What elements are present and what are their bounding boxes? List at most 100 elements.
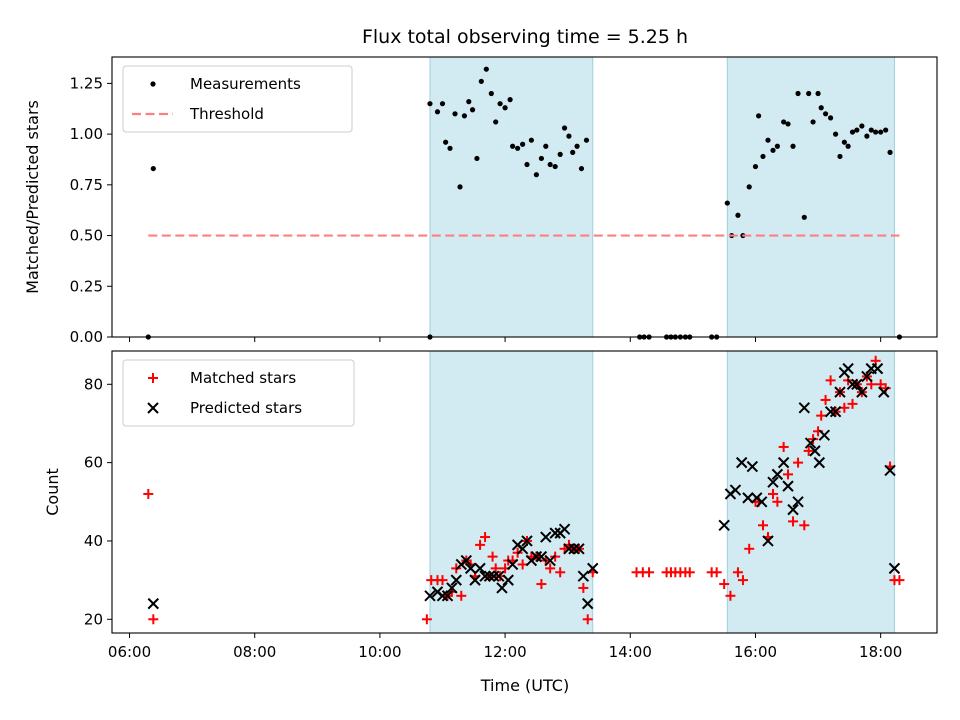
measurement-point (854, 127, 860, 133)
predicted-star-point (804, 437, 817, 449)
predicted-star-point (516, 543, 529, 555)
predicted-star-point (809, 445, 821, 457)
predicted-star-point-b (558, 523, 571, 535)
predicted-star-point (460, 554, 472, 567)
measurement-point (864, 133, 870, 139)
predicted-star-point-b (878, 386, 890, 398)
predicted-star-point-b (479, 570, 491, 582)
matched-star-point (437, 575, 448, 586)
measurement-point (765, 137, 771, 143)
matched-star-point (788, 516, 799, 527)
legend-plus-swatch (148, 373, 158, 383)
predicted-star-point-b (496, 582, 508, 594)
y-tick-label: 0.75 (70, 176, 103, 194)
predicted-star-point (746, 460, 759, 473)
predicted-star-point (502, 574, 514, 586)
measurement-point (756, 113, 762, 119)
measurement-point (735, 212, 741, 218)
measurement-point (457, 184, 463, 190)
matched-star-point (816, 410, 827, 421)
predicted-star-point-b (516, 543, 529, 555)
predicted-star-point-b (782, 480, 794, 492)
predicted-star-point (834, 386, 846, 398)
matched-star-point (732, 567, 743, 578)
matched-star-point (684, 567, 695, 578)
measurement-point (507, 97, 513, 103)
ratio-panel: 0.00 0.25 0.50 0.75 1.00 1.25 Matched/Predicte… (23, 56, 938, 346)
predicted-star-point-b (756, 496, 768, 508)
measurement-point (818, 105, 824, 111)
predicted-star-point (792, 496, 804, 508)
predicted-star-point-b (787, 503, 799, 516)
measurement-point (724, 200, 730, 206)
predicted-star-point-b (829, 406, 842, 418)
measurement-point (439, 101, 446, 107)
predicted-star-point (856, 386, 868, 398)
matched-star-point (456, 590, 467, 601)
predicted-star-point-b (577, 570, 590, 582)
measurement-point (497, 101, 503, 107)
predicted-star-point-b (563, 543, 575, 555)
predicted-star-point (718, 519, 730, 531)
y-tick-label: 0.25 (70, 277, 103, 295)
predicted-star-point (424, 590, 436, 602)
predicted-star-point-b (535, 550, 548, 563)
predicted-star-point-b (718, 519, 730, 531)
matched-star-point (545, 563, 556, 574)
predicted-star-point (540, 531, 552, 543)
measurement-point (887, 149, 893, 155)
predicted-star-point-b (842, 362, 854, 375)
measurement-point (810, 119, 816, 125)
measurement-point (478, 78, 484, 84)
measurement-point (566, 133, 572, 139)
predicted-star-point-b (861, 370, 873, 383)
x-tick-label: 10:00 (358, 643, 401, 661)
measurement-point (533, 172, 539, 178)
y-tick-label: 0.50 (70, 227, 103, 245)
matched-star-point (517, 559, 528, 570)
measurement-point (832, 131, 839, 137)
matched-star-point (475, 539, 486, 550)
predicted-star-point (521, 535, 533, 547)
measurement-point (841, 139, 847, 145)
legend-label: Measurements (190, 75, 301, 93)
y-axis-label: Matched/Predicted stars (23, 100, 42, 294)
predicted-star-point-b (729, 484, 742, 496)
observing-window-1 (727, 351, 895, 633)
predicted-star-point (888, 562, 901, 575)
predicted-star-point (884, 464, 896, 477)
predicted-star-point (441, 590, 454, 602)
predicted-star-point (798, 402, 811, 414)
predicted-star-point-b (587, 562, 599, 575)
predicted-star-point-b (436, 590, 449, 602)
predicted-star-point (506, 558, 519, 571)
predicted-star-point (729, 484, 742, 496)
measurement-point (822, 111, 829, 117)
measurement-point (474, 155, 480, 162)
predicted-star-point (861, 370, 873, 383)
matched-star-point (421, 614, 432, 625)
predicted-star-point-b (502, 574, 514, 586)
predicted-star-point-b (147, 597, 160, 610)
predicted-star-point-b (488, 570, 500, 582)
measurement-point (574, 143, 580, 149)
predicted-star-point (496, 582, 508, 594)
matched-star-point (719, 579, 730, 590)
predicted-star-point-b (834, 386, 846, 398)
matched-star-point (143, 488, 154, 499)
measurement-point (752, 163, 759, 170)
measurement-point (801, 214, 807, 220)
x-axis-label: Time (UTC) (480, 676, 569, 695)
predicted-star-point (771, 468, 784, 481)
matched-star-point (711, 567, 722, 578)
predicted-star-point-b (544, 554, 556, 567)
predicted-star-point (450, 574, 462, 586)
x-tick-label: 08:00 (233, 643, 276, 661)
predicted-star-point (549, 527, 561, 539)
predicted-star-point-b (441, 590, 454, 602)
measurement-point (528, 137, 534, 143)
predicted-star-point-b (568, 543, 580, 555)
measurement-point (878, 129, 884, 135)
predicted-star-point-b (742, 492, 754, 504)
